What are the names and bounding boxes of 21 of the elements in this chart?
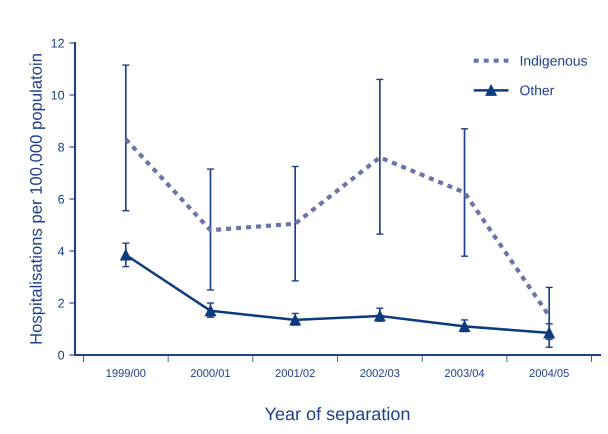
point [120,249,132,260]
y-tick-label: 4 [58,246,64,256]
x-tick-label: 2001/02 [276,368,315,378]
x-tick-label: 2003/04 [444,368,484,378]
y-tick-label: 10 [52,90,64,100]
point [374,310,386,322]
y-tick-label: 8 [58,142,64,152]
legend-label: Indigenous [520,56,588,68]
y-tick-label: 12 [52,38,64,48]
y-tick-label: 2 [58,298,64,308]
point [544,327,555,338]
y-axis-title: Hospitalisations per 100,000 populatoin [30,54,46,344]
x-tick-label: 2004/05 [530,368,569,378]
x-axis-title: Year of separation [264,407,410,424]
legend-label: Other [520,85,554,96]
y-tick-label: 6 [58,194,64,204]
point [204,305,216,316]
y-tick-label: 0 [58,350,64,360]
x-tick-label: 2000/01 [190,368,230,378]
x-tick-label: 1999/00 [106,368,146,378]
x-tick-label: 2002/03 [360,368,400,378]
